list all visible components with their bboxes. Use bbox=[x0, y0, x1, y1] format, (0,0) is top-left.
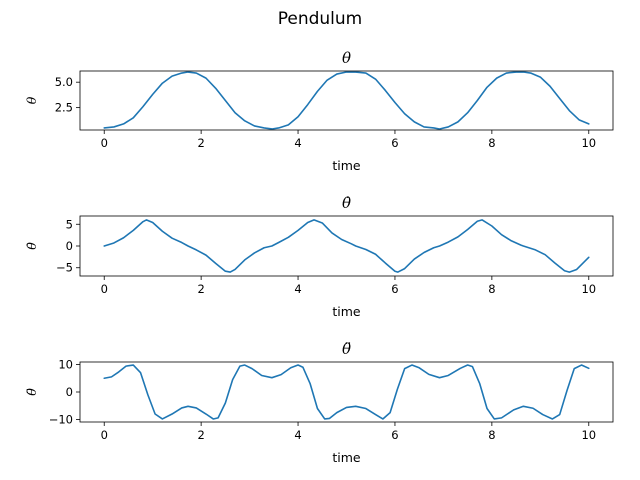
subplot-title-theta-ddot: θ̈ bbox=[342, 340, 351, 358]
y-axis-label-theta-dot: θ̇ bbox=[24, 242, 39, 250]
x-tick-label-theta-dot: 2 bbox=[197, 282, 204, 296]
series-line-theta-dot bbox=[103, 219, 590, 273]
x-tick-label-theta-ddot: 8 bbox=[488, 428, 495, 442]
subplot-title-theta: θ bbox=[342, 49, 351, 67]
y-tick-label-theta-dot: 0 bbox=[66, 239, 73, 253]
x-axis-label-theta: time bbox=[332, 158, 361, 173]
series-line-theta bbox=[103, 71, 590, 130]
y-tick-label-theta-dot: −5 bbox=[56, 261, 73, 275]
x-tick-label-theta-dot: 6 bbox=[391, 282, 398, 296]
figure-title: Pendulum bbox=[278, 9, 363, 29]
subplot-theta-dot: 0 2 4 6 8 10 −5 0 5 θ̇ time θ̇ bbox=[24, 194, 614, 319]
y-tick-label-theta: 5.0 bbox=[55, 75, 73, 89]
x-tick-label-theta-dot: 10 bbox=[581, 282, 596, 296]
subplot-theta-ddot: 0 2 4 6 8 10 −10 0 10 θ̈ time θ̈ bbox=[24, 340, 614, 465]
y-tick-label-theta-ddot: −10 bbox=[49, 413, 73, 427]
y-tick-label-theta-ddot: 0 bbox=[66, 385, 73, 399]
x-tick-label-theta: 4 bbox=[294, 136, 301, 150]
subplot-theta: 0 2 4 6 8 10 2.5 5.0 θ time θ bbox=[24, 49, 614, 173]
x-tick-label-theta-ddot: 4 bbox=[294, 428, 301, 442]
subplot-title-theta-dot: θ̇ bbox=[342, 194, 351, 212]
x-tick-label-theta: 8 bbox=[488, 136, 495, 150]
x-axis-label-theta-ddot: time bbox=[332, 450, 361, 465]
y-axis-label-theta-ddot: θ̈ bbox=[24, 388, 39, 396]
x-tick-label-theta: 0 bbox=[101, 136, 108, 150]
x-tick-label-theta: 6 bbox=[391, 136, 398, 150]
series-line-theta-ddot bbox=[103, 364, 590, 420]
x-tick-label-theta-ddot: 6 bbox=[391, 428, 398, 442]
y-tick-label-theta-ddot: 10 bbox=[58, 357, 73, 371]
x-tick-label-theta: 2 bbox=[197, 136, 204, 150]
x-tick-label-theta-ddot: 10 bbox=[581, 428, 596, 442]
x-axis-label-theta-dot: time bbox=[332, 304, 361, 319]
x-tick-label-theta: 10 bbox=[581, 136, 596, 150]
x-tick-label-theta-ddot: 2 bbox=[197, 428, 204, 442]
y-tick-label-theta-dot: 5 bbox=[66, 217, 73, 231]
x-tick-label-theta-ddot: 0 bbox=[101, 428, 108, 442]
x-tick-label-theta-dot: 0 bbox=[101, 282, 108, 296]
x-tick-label-theta-dot: 4 bbox=[294, 282, 301, 296]
x-tick-label-theta-dot: 8 bbox=[488, 282, 495, 296]
y-axis-label-theta: θ bbox=[24, 96, 39, 104]
axes-frame-theta bbox=[79, 70, 614, 131]
y-tick-label-theta: 2.5 bbox=[55, 101, 73, 115]
